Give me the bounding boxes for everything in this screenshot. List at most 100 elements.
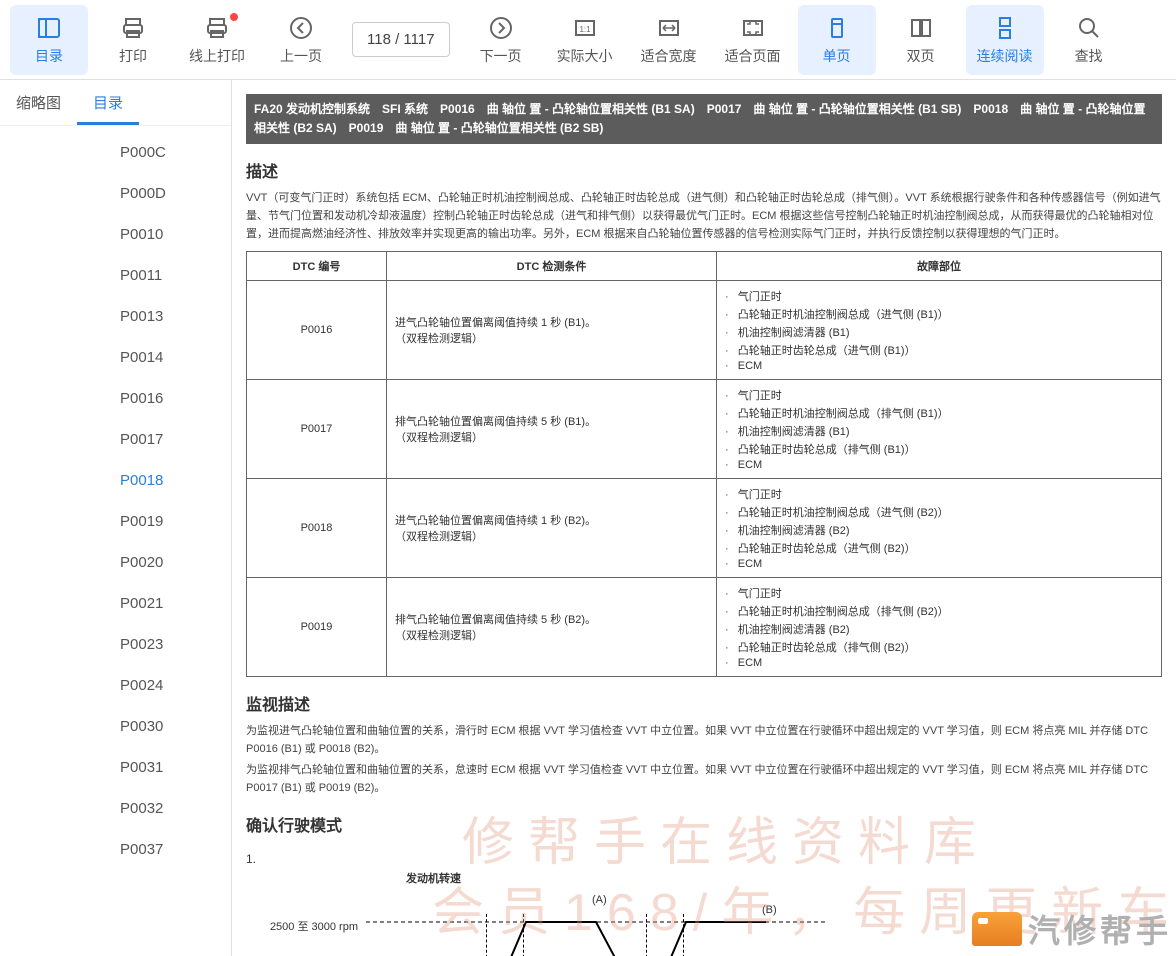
online-print-label: 线上打印: [189, 46, 245, 66]
continuous-icon: [991, 14, 1019, 42]
fit-page-icon: [739, 14, 767, 42]
th-code: DTC 编号: [247, 252, 387, 281]
toc-item[interactable]: P0014: [120, 337, 231, 378]
cell-faults: 气门正时凸轮轴正时机油控制阀总成（排气侧 (B2)）机油控制阀滤清器 (B2)凸…: [717, 578, 1162, 677]
toc-item[interactable]: P0032: [120, 788, 231, 829]
actual-size-button[interactable]: 1:1 实际大小: [546, 5, 624, 75]
fit-width-label: 适合宽度: [641, 46, 697, 66]
toc-item[interactable]: P0011: [120, 255, 231, 296]
print-icon: [119, 14, 147, 42]
cell-faults: 气门正时凸轮轴正时机油控制阀总成（进气侧 (B2)）机油控制阀滤清器 (B2)凸…: [717, 479, 1162, 578]
document-viewer[interactable]: FA20 发动机控制系统 SFI 系统 P0016 曲 轴位 置 - 凸轮轴位置…: [232, 80, 1176, 956]
toc-item[interactable]: P0024: [120, 665, 231, 706]
cell-code: P0016: [247, 281, 387, 380]
search-icon: [1075, 14, 1103, 42]
toc-item[interactable]: P0021: [120, 583, 231, 624]
fit-page-label: 适合页面: [725, 46, 781, 66]
cell-code: P0017: [247, 380, 387, 479]
table-row: P0019排气凸轮轴位置偏离阈值持续 5 秒 (B2)。（双程检测逻辑）气门正时…: [247, 578, 1162, 677]
single-page-label: 单页: [823, 46, 851, 66]
next-label: 下一页: [480, 46, 522, 66]
double-page-label: 双页: [907, 46, 935, 66]
toc-item[interactable]: P0020: [120, 542, 231, 583]
cell-faults: 气门正时凸轮轴正时机油控制阀总成（排气侧 (B1)）机油控制阀滤清器 (B1)凸…: [717, 380, 1162, 479]
cell-code: P0019: [247, 578, 387, 677]
engine-speed-chart: 发动机转速 2500 至 3000 rpm 1200 rpm (A) (B): [306, 870, 866, 956]
single-page-button[interactable]: 单页: [798, 5, 876, 75]
toc-item[interactable]: P0017: [120, 419, 231, 460]
online-print-icon: [203, 14, 231, 42]
prev-page-button[interactable]: 上一页: [262, 5, 340, 75]
toc-item[interactable]: P0023: [120, 624, 231, 665]
chart-y-label-1: 2500 至 3000 rpm: [242, 918, 358, 934]
sidebar: 缩略图 目录 P000CP000DP0010P0011P0013P0014P00…: [0, 80, 232, 956]
print-button[interactable]: 打印: [94, 5, 172, 75]
toolbar: 目录 打印 线上打印 上一页 118 / 1117 下一页 1:1 实际大小 适…: [0, 0, 1176, 80]
next-page-button[interactable]: 下一页: [462, 5, 540, 75]
heading-confirm: 确认行驶模式: [246, 812, 1162, 836]
continuous-button[interactable]: 连续阅读: [966, 5, 1044, 75]
table-row: P0016进气凸轮轴位置偏离阈值持续 1 秒 (B1)。（双程检测逻辑）气门正时…: [247, 281, 1162, 380]
svg-text:1:1: 1:1: [579, 25, 591, 34]
toc-item[interactable]: P0013: [120, 296, 231, 337]
online-print-button[interactable]: 线上打印: [178, 5, 256, 75]
toc-item[interactable]: P0010: [120, 214, 231, 255]
print-label: 打印: [119, 46, 147, 66]
notification-dot-icon: [230, 13, 238, 21]
heading-description: 描述: [246, 158, 1162, 182]
toc-item[interactable]: P0018: [120, 460, 231, 501]
toc-list: P000CP000DP0010P0011P0013P0014P0016P0017…: [0, 126, 231, 870]
tab-thumbnails[interactable]: 缩略图: [0, 80, 77, 125]
th-fault: 故障部位: [717, 252, 1162, 281]
sidebar-tabs: 缩略图 目录: [0, 80, 231, 126]
fit-width-icon: [655, 14, 683, 42]
heading-monitor: 监视描述: [246, 691, 1162, 715]
paragraph-monitor-2: 为监视排气凸轮轴位置和曲轴位置的关系，怠速时 ECM 根据 VVT 学习值检查 …: [246, 762, 1162, 797]
brand-badge: 汽修帮手: [972, 906, 1172, 952]
prev-icon: [287, 14, 315, 42]
toc-item[interactable]: P0016: [120, 378, 231, 419]
toc-item[interactable]: P0031: [120, 747, 231, 788]
cell-condition: 排气凸轮轴位置偏离阈值持续 5 秒 (B2)。（双程检测逻辑）: [387, 578, 717, 677]
next-icon: [487, 14, 515, 42]
brand-logo-icon: [972, 912, 1022, 946]
doc-header-banner: FA20 发动机控制系统 SFI 系统 P0016 曲 轴位 置 - 凸轮轴位置…: [246, 94, 1162, 144]
fit-page-button[interactable]: 适合页面: [714, 5, 792, 75]
cell-condition: 进气凸轮轴位置偏离阈值持续 1 秒 (B2)。（双程检测逻辑）: [387, 479, 717, 578]
cell-code: P0018: [247, 479, 387, 578]
continuous-label: 连续阅读: [977, 46, 1033, 66]
dtc-table: DTC 编号 DTC 检测条件 故障部位 P0016进气凸轮轴位置偏离阈值持续 …: [246, 251, 1162, 677]
actual-size-label: 实际大小: [557, 46, 613, 66]
main: 缩略图 目录 P000CP000DP0010P0011P0013P0014P00…: [0, 80, 1176, 956]
page-indicator[interactable]: 118 / 1117: [352, 22, 450, 57]
toc-label: 目录: [35, 46, 63, 66]
cell-condition: 进气凸轮轴位置偏离阈值持续 1 秒 (B1)。（双程检测逻辑）: [387, 281, 717, 380]
chart-number: 1.: [246, 852, 1162, 866]
find-button[interactable]: 查找: [1050, 5, 1128, 75]
toc-item[interactable]: P000C: [120, 132, 231, 173]
actual-size-icon: 1:1: [571, 14, 599, 42]
cell-faults: 气门正时凸轮轴正时机油控制阀总成（进气侧 (B1)）机油控制阀滤清器 (B1)凸…: [717, 281, 1162, 380]
single-page-icon: [823, 14, 851, 42]
table-row: P0017排气凸轮轴位置偏离阈值持续 5 秒 (B1)。（双程检测逻辑）气门正时…: [247, 380, 1162, 479]
toc-icon: [35, 14, 63, 42]
chart-label-a: (A): [592, 894, 607, 906]
th-condition: DTC 检测条件: [387, 252, 717, 281]
double-page-icon: [907, 14, 935, 42]
paragraph-monitor-1: 为监视进气凸轮轴位置和曲轴位置的关系，滑行时 ECM 根据 VVT 学习值检查 …: [246, 723, 1162, 758]
chart-title: 发动机转速: [406, 870, 461, 886]
paragraph-description: VVT（可变气门正时）系统包括 ECM、凸轮轴正时机油控制阀总成、凸轮轴正时齿轮…: [246, 190, 1162, 243]
toc-button[interactable]: 目录: [10, 5, 88, 75]
double-page-button[interactable]: 双页: [882, 5, 960, 75]
toc-item[interactable]: P000D: [120, 173, 231, 214]
table-row: P0018进气凸轮轴位置偏离阈值持续 1 秒 (B2)。（双程检测逻辑）气门正时…: [247, 479, 1162, 578]
toc-item[interactable]: P0037: [120, 829, 231, 870]
chart-line-icon: [366, 906, 826, 956]
brand-text: 汽修帮手: [1028, 906, 1172, 952]
find-label: 查找: [1075, 46, 1103, 66]
fit-width-button[interactable]: 适合宽度: [630, 5, 708, 75]
toc-item[interactable]: P0019: [120, 501, 231, 542]
tab-toc[interactable]: 目录: [77, 80, 139, 125]
toc-item[interactable]: P0030: [120, 706, 231, 747]
cell-condition: 排气凸轮轴位置偏离阈值持续 5 秒 (B1)。（双程检测逻辑）: [387, 380, 717, 479]
